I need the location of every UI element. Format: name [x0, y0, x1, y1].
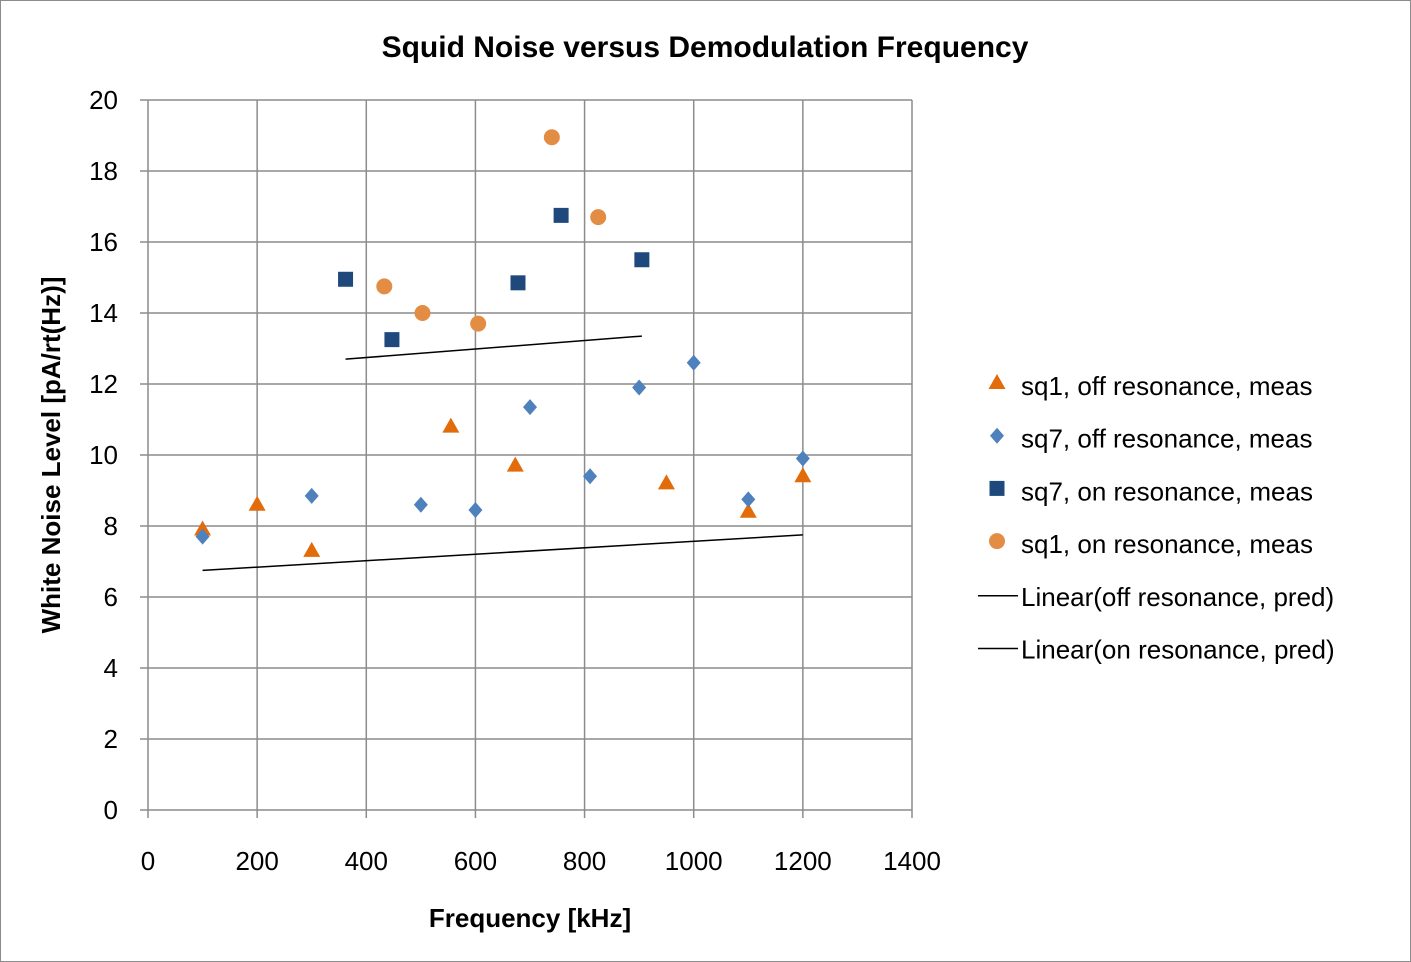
series-0: [194, 417, 812, 557]
data-point-triangle: [194, 520, 212, 536]
data-point-circle: [590, 209, 607, 226]
trend-line: [202, 534, 803, 572]
x-tick-label: 1400: [883, 846, 941, 876]
data-point-triangle: [442, 417, 460, 433]
y-tick-label: 14: [89, 298, 118, 328]
x-tick-label: 1000: [665, 846, 723, 876]
legend-item: Linear(on resonance, pred): [978, 635, 1335, 665]
y-tick-label: 0: [104, 795, 118, 825]
legend-swatch-triangle: [988, 374, 1006, 389]
data-point-square: [384, 332, 400, 348]
x-tick-label: 600: [454, 846, 497, 876]
data-point-diamond: [632, 379, 647, 396]
data-point-circle: [470, 315, 487, 332]
data-point-diamond: [195, 528, 210, 545]
legend-item: sq1, off resonance, meas: [988, 371, 1312, 401]
legend: sq1, off resonance, meas sq7, off resonan…: [978, 371, 1335, 665]
data-point-diamond: [741, 491, 756, 508]
x-axis-title: Frequency [kHz]: [429, 903, 631, 933]
data-point-square: [338, 271, 354, 287]
data-point-diamond: [795, 450, 810, 467]
series-2: [338, 207, 650, 348]
tick-labels: 0 200 400 600 800 1000 1200 1400 0 2 4 6 8 10 12 14 16 18…: [89, 85, 941, 876]
y-tick-label: 8: [104, 511, 118, 541]
legend-label: sq7, on resonance, meas: [1021, 476, 1313, 506]
y-axis-title: White Noise Level [pA/rt(Hz)]: [36, 277, 66, 634]
data-point-triangle: [248, 495, 266, 511]
y-tick-label: 2: [104, 724, 118, 754]
y-tick-label: 20: [89, 85, 118, 115]
data-point-square: [553, 207, 569, 223]
legend-item: sq7, off resonance, meas: [990, 424, 1312, 454]
x-tick-label: 800: [563, 846, 606, 876]
x-tick-label: 1200: [774, 846, 832, 876]
data-point-circle: [376, 278, 393, 295]
data-point-diamond: [304, 487, 319, 504]
chart-title: Squid Noise versus Demodulation Frequenc…: [382, 31, 1029, 64]
data-point-circle: [543, 129, 560, 146]
y-tick-label: 16: [89, 227, 118, 257]
y-tick-label: 18: [89, 156, 118, 186]
data-point-triangle: [657, 474, 675, 490]
legend-swatch-diamond: [990, 427, 1004, 444]
data-point-square: [510, 275, 526, 291]
data-point-diamond: [413, 496, 428, 513]
x-tick-label: 0: [141, 846, 155, 876]
data-point-diamond: [468, 502, 483, 519]
legend-swatch-square: [989, 480, 1005, 496]
data-point-square: [634, 252, 650, 268]
legend-label: Linear(on resonance, pred): [1021, 635, 1335, 665]
series-1: [195, 354, 810, 545]
data-point-triangle: [303, 541, 321, 557]
y-tick-label: 12: [89, 369, 118, 399]
data-point-diamond: [686, 354, 701, 371]
x-tick-label: 200: [235, 846, 278, 876]
data-point-triangle: [794, 467, 812, 483]
data-point-diamond: [583, 468, 598, 485]
data-point-diamond: [523, 399, 537, 416]
legend-item: sq1, on resonance, meas: [989, 529, 1313, 559]
legend-item: sq7, on resonance, meas: [989, 476, 1313, 506]
grid: [140, 99, 913, 818]
series: [194, 129, 812, 572]
x-tick-label: 400: [345, 846, 388, 876]
legend-swatch-circle: [989, 533, 1005, 550]
legend-label: sq1, on resonance, meas: [1021, 529, 1313, 559]
legend-label: sq7, off resonance, meas: [1021, 424, 1312, 454]
y-tick-label: 6: [104, 582, 118, 612]
y-tick-label: 10: [89, 440, 118, 470]
data-point-triangle: [739, 502, 757, 518]
series-4: [202, 534, 803, 572]
legend-label: Linear(off resonance, pred): [1021, 582, 1334, 612]
series-3: [376, 129, 607, 332]
data-point-circle: [414, 305, 431, 321]
y-tick-label: 4: [104, 653, 118, 683]
legend-item: Linear(off resonance, pred): [978, 582, 1334, 612]
data-point-triangle: [506, 456, 524, 472]
series-5: [345, 335, 642, 360]
trend-line: [345, 335, 642, 360]
legend-label: sq1, off resonance, meas: [1021, 371, 1312, 401]
